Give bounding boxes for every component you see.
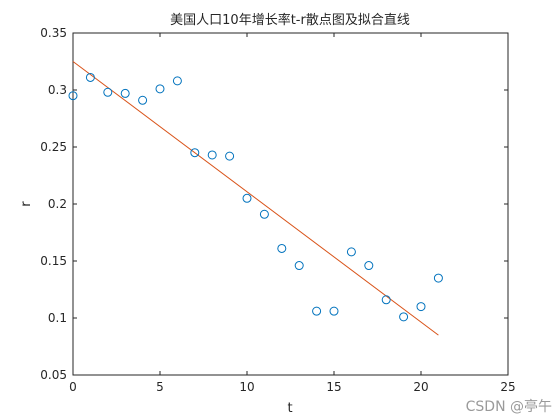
scatter-point: [399, 312, 409, 322]
x-tick-label: 0: [69, 380, 77, 394]
scatter-point: [381, 295, 391, 305]
plot-area: [72, 32, 509, 376]
x-tick-label: 15: [326, 380, 341, 394]
x-tick-label: 10: [239, 380, 254, 394]
y-tick-label: 0.35: [40, 26, 67, 40]
scatter-point: [312, 306, 322, 316]
fit-line-layer: [72, 61, 439, 336]
axes-box: [72, 32, 509, 376]
y-tick-label: 0.1: [48, 311, 67, 325]
scatter-point: [294, 261, 304, 271]
scatter-point: [190, 148, 200, 158]
scatter-point: [155, 84, 165, 94]
scatter-point: [207, 150, 217, 160]
y-tick-label: 0.25: [40, 140, 67, 154]
scatter-point: [225, 151, 235, 161]
scatter-point: [172, 76, 182, 86]
x-axis-label: t: [287, 401, 292, 416]
y-tick-label: 0.15: [40, 254, 67, 268]
scatter-point: [120, 88, 130, 98]
scatter-point: [416, 302, 426, 312]
y-tick-label: 0.3: [48, 83, 67, 97]
scatter-point: [259, 209, 269, 219]
x-tick-label: 5: [156, 380, 164, 394]
scatter-point: [329, 306, 339, 316]
x-tick-label: 25: [500, 380, 515, 394]
scatter-point: [242, 193, 252, 203]
scatter-point: [85, 72, 95, 82]
scatter-point: [277, 243, 287, 253]
axis-ticks: 0 5 10 15 20 25 0.05 0.1 0.15 0.2 0.25 0.3 0.35: [40, 26, 515, 394]
scatter-point: [68, 91, 78, 101]
scatter-point: [346, 247, 356, 257]
scatter-point: [433, 273, 443, 283]
scatter-point: [364, 261, 374, 271]
y-tick-label: 0.2: [48, 197, 67, 211]
x-tick-label: 20: [413, 380, 428, 394]
y-axis-label: r: [19, 201, 34, 207]
fit-line: [72, 61, 439, 336]
chart-title: 美国人口10年增长率t-r散点图及拟合直线: [170, 12, 410, 28]
y-tick-label: 0.05: [40, 368, 67, 382]
scatter-points: [68, 72, 443, 322]
watermark: CSDN @亭午: [465, 399, 552, 415]
scatter-point: [103, 87, 113, 97]
scatter-point: [138, 95, 148, 105]
